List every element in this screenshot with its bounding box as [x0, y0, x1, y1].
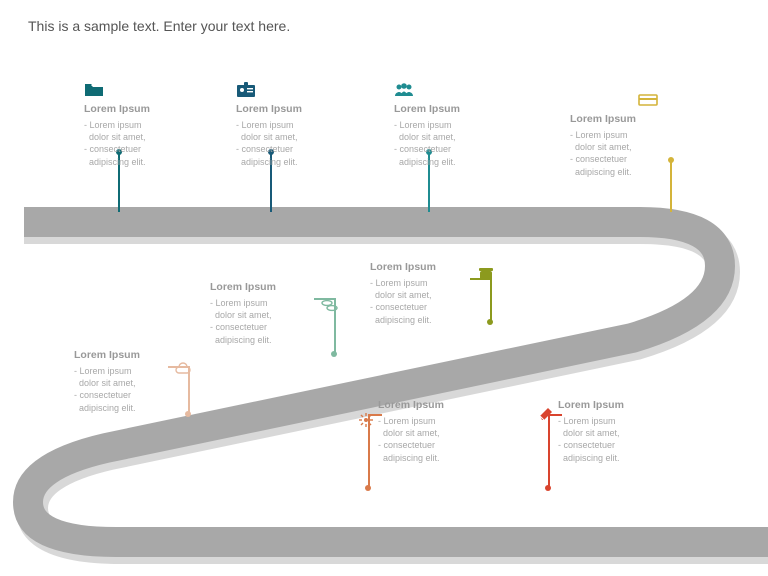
callout-line: dolor sit amet,: [236, 131, 366, 143]
callout-title: Lorem Ipsum: [84, 102, 214, 116]
group-icon: [394, 82, 414, 98]
callout-5: Lorem Ipsum - Lorem ipsum dolor sit amet…: [370, 260, 500, 326]
callout-title: Lorem Ipsum: [378, 398, 508, 412]
callout-line: dolor sit amet,: [84, 131, 214, 143]
callout-line: - consectetuer: [378, 439, 508, 451]
callout-6: Lorem Ipsum - Lorem ipsum dolor sit amet…: [210, 280, 340, 346]
coins-icon: [320, 298, 340, 314]
callout-line: adipiscing elit.: [74, 402, 204, 414]
jar-icon: [476, 266, 496, 282]
callout-line: adipiscing elit.: [236, 156, 366, 168]
callout-4: Lorem Ipsum - Lorem ipsum dolor sit amet…: [570, 92, 680, 178]
callout-line: - consectetuer: [236, 143, 366, 155]
callout-line: - consectetuer: [558, 439, 688, 451]
callout-line: adipiscing elit.: [210, 334, 340, 346]
callout-line: dolor sit amet,: [378, 427, 508, 439]
callout-line: - Lorem ipsum: [236, 119, 366, 131]
callout-title: Lorem Ipsum: [210, 280, 340, 294]
callout-line: - consectetuer: [394, 143, 524, 155]
callout-line: adipiscing elit.: [84, 156, 214, 168]
callout-line: dolor sit amet,: [570, 141, 680, 153]
callout-line: adipiscing elit.: [378, 452, 508, 464]
callout-3: Lorem Ipsum - Lorem ipsum dolor sit amet…: [394, 82, 524, 168]
callout-line: dolor sit amet,: [74, 377, 204, 389]
callout-line: - Lorem ipsum: [378, 415, 508, 427]
callout-line: - consectetuer: [570, 153, 680, 165]
callout-8: Lorem Ipsum - Lorem ipsum dolor sit amet…: [378, 398, 508, 464]
callout-line: adipiscing elit.: [558, 452, 688, 464]
callout-line: dolor sit amet,: [370, 289, 500, 301]
callout-title: Lorem Ipsum: [558, 398, 688, 412]
callout-line: - consectetuer: [370, 301, 500, 313]
callout-line: - Lorem ipsum: [84, 119, 214, 131]
callout-title: Lorem Ipsum: [74, 348, 204, 362]
star-icon: [356, 412, 376, 428]
callout-line: adipiscing elit.: [570, 166, 680, 178]
callout-line: - consectetuer: [210, 321, 340, 333]
callout-line: - consectetuer: [74, 389, 204, 401]
callout-1: Lorem Ipsum - Lorem ipsum dolor sit amet…: [84, 82, 214, 168]
card-icon: [638, 92, 658, 108]
folder-icon: [84, 82, 104, 98]
callout-line: - Lorem ipsum: [558, 415, 688, 427]
eraser-icon: [536, 404, 556, 420]
callout-2: Lorem Ipsum - Lorem ipsum dolor sit amet…: [236, 82, 366, 168]
callout-line: - Lorem ipsum: [394, 119, 524, 131]
callout-line: - consectetuer: [84, 143, 214, 155]
callout-title: Lorem Ipsum: [570, 112, 680, 126]
callout-9: Lorem Ipsum - Lorem ipsum dolor sit amet…: [558, 398, 688, 464]
callout-title: Lorem Ipsum: [394, 102, 524, 116]
cloud-icon: [174, 362, 194, 378]
callout-title: Lorem Ipsum: [236, 102, 366, 116]
callout-line: adipiscing elit.: [370, 314, 500, 326]
callout-7: Lorem Ipsum - Lorem ipsum dolor sit amet…: [74, 348, 204, 414]
idcard-icon: [236, 82, 256, 98]
callout-line: dolor sit amet,: [558, 427, 688, 439]
callout-line: adipiscing elit.: [394, 156, 524, 168]
callout-line: dolor sit amet,: [394, 131, 524, 143]
callout-line: - Lorem ipsum: [570, 129, 680, 141]
